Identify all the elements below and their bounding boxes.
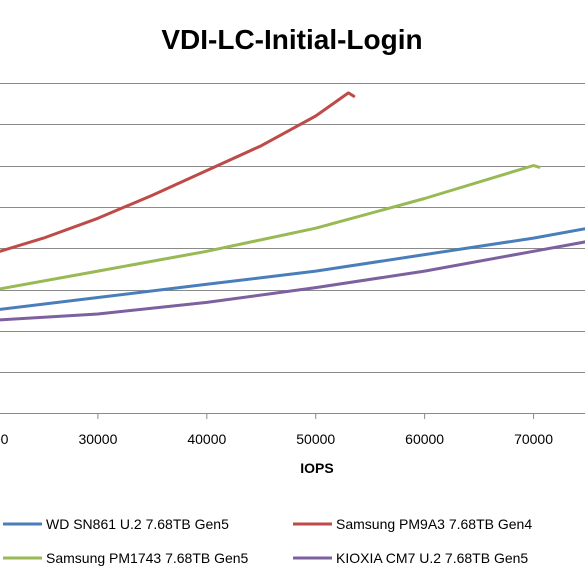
- series-line-2: [0, 91, 356, 253]
- x-tick-label: 50000: [296, 431, 335, 447]
- legend: WD SN861 U.2 7.68TB Gen5 Samsung PM9A3 7.…: [3, 516, 532, 566]
- series-lines: [0, 91, 585, 322]
- legend-label: WD SN861 U.2 7.68TB Gen5: [46, 516, 229, 532]
- series-line-4: [0, 240, 585, 322]
- x-tick-label: 40000: [187, 431, 226, 447]
- series-line-1: [0, 227, 585, 311]
- x-tick-label: 20000: [0, 431, 9, 447]
- legend-item-4: KIOXIA CM7 U.2 7.68TB Gen5: [293, 550, 528, 566]
- legend-item-1: WD SN861 U.2 7.68TB Gen5: [3, 516, 229, 532]
- x-tick-label: 70000: [514, 431, 553, 447]
- legend-label: KIOXIA CM7 U.2 7.68TB Gen5: [336, 550, 528, 566]
- legend-label: Samsung PM9A3 7.68TB Gen4: [336, 516, 532, 532]
- series-line-3: [0, 164, 541, 291]
- x-axis-ticks: 20000 30000 40000 50000 60000 70000: [0, 413, 553, 447]
- x-tick-label: 30000: [78, 431, 117, 447]
- x-axis-label: IOPS: [300, 460, 333, 476]
- legend-label: Samsung PM1743 7.68TB Gen5: [46, 550, 249, 566]
- x-tick-label: 60000: [405, 431, 444, 447]
- gridlines: [0, 83, 585, 414]
- legend-item-2: Samsung PM9A3 7.68TB Gen4: [293, 516, 532, 532]
- legend-item-3: Samsung PM1743 7.68TB Gen5: [3, 550, 249, 566]
- chart-title: VDI-LC-Initial-Login: [161, 24, 422, 55]
